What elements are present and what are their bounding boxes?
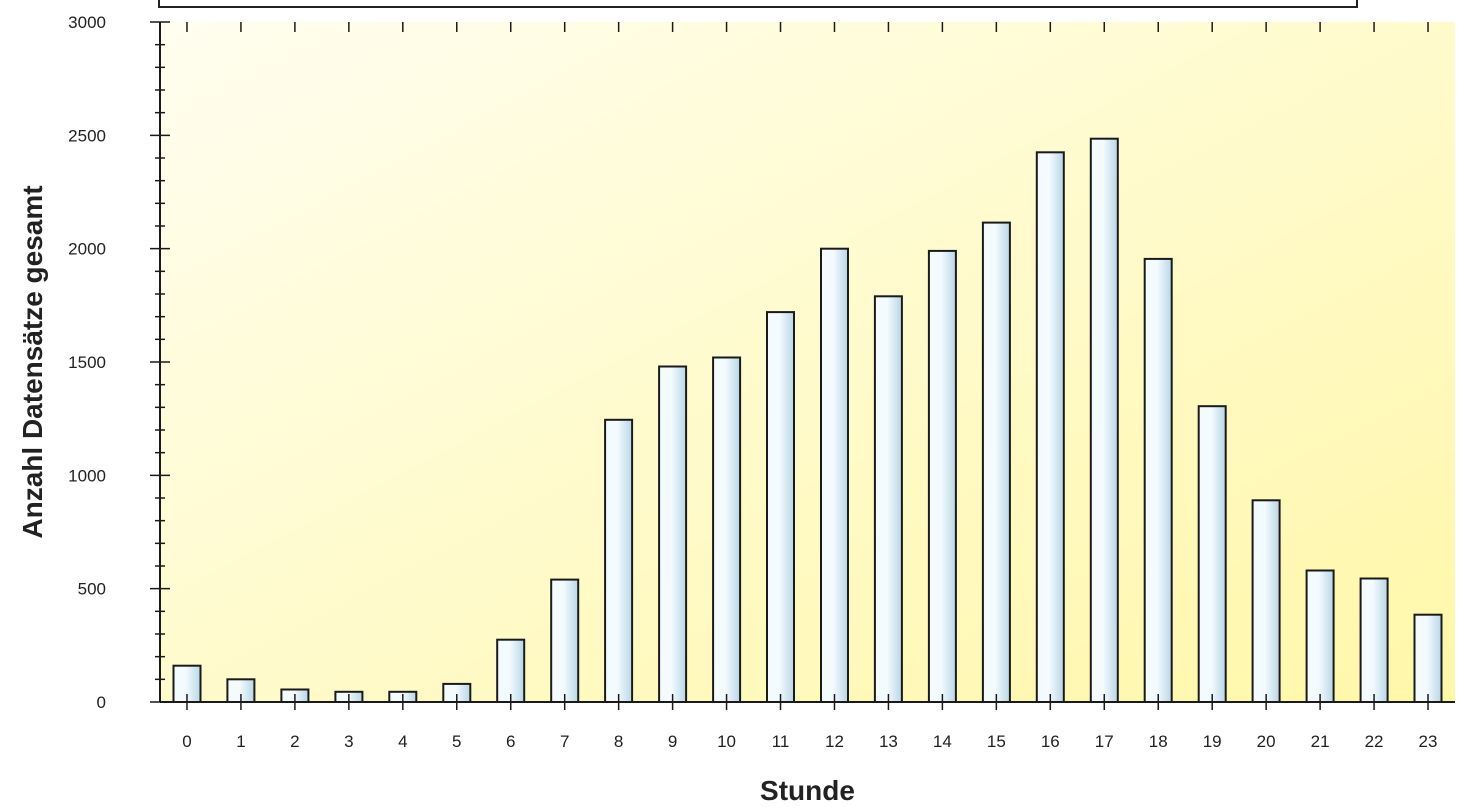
x-tick-label: 20	[1257, 732, 1276, 751]
bar-hour-11	[766, 311, 795, 703]
bar-hour-10	[712, 356, 742, 703]
x-tick-label: 1	[236, 732, 245, 751]
y-tick-label: 3000	[68, 13, 106, 32]
x-tick-label: 23	[1419, 732, 1438, 751]
y-axis-title: Anzahl Datensätze gesamt	[17, 185, 48, 538]
y-tick-label: 1500	[68, 353, 106, 372]
bar-hour-19	[1197, 405, 1227, 703]
x-tick-label: 3	[344, 732, 353, 751]
x-tick-label: 9	[668, 732, 677, 751]
bar-hour-18	[1143, 257, 1173, 703]
x-tick-label: 7	[560, 732, 569, 751]
x-tick-label: 11	[772, 732, 790, 751]
x-tick-label: 0	[182, 732, 191, 751]
x-tick-label: 22	[1365, 732, 1384, 751]
y-tick-label: 0	[97, 693, 106, 712]
bar-hour-9	[658, 365, 688, 703]
y-tick-label: 1000	[68, 466, 106, 485]
x-tick-label: 15	[987, 732, 1006, 751]
bar-hour-21	[1305, 569, 1335, 703]
bar-hour-7	[550, 578, 580, 703]
bar-hour-14	[927, 249, 957, 703]
x-tick-label: 16	[1041, 732, 1060, 751]
x-tick-label: 2	[290, 732, 299, 751]
x-tick-label: 6	[506, 732, 515, 751]
legend-box	[158, 0, 1358, 8]
bars-group	[172, 137, 1443, 704]
x-tick-label: 4	[398, 732, 407, 751]
x-axis-title: Stunde	[760, 775, 855, 806]
bar-hour-6	[496, 638, 526, 704]
bar-hour-8	[604, 418, 634, 703]
plot-area	[160, 22, 1455, 702]
bar-hour-16	[1035, 151, 1065, 704]
bar-hour-20	[1251, 499, 1281, 703]
x-tick-label: 8	[614, 732, 623, 751]
bar-hour-17	[1089, 137, 1119, 703]
x-tick-label: 13	[879, 732, 898, 751]
bar-hour-12	[820, 247, 849, 703]
x-tick-label: 5	[452, 732, 461, 751]
bar-hour-13	[873, 295, 903, 703]
y-tick-label: 2500	[68, 126, 106, 145]
bar-hour-23	[1413, 613, 1443, 704]
y-tick-label: 2000	[68, 240, 106, 259]
y-tick-label: 500	[78, 580, 106, 599]
x-tick-label: 12	[825, 732, 844, 751]
axes-group	[150, 21, 1455, 710]
x-tick-label: 14	[933, 732, 952, 751]
bar-hour-22	[1359, 577, 1389, 703]
bar-hour-15	[981, 221, 1011, 703]
x-tick-label: 10	[717, 732, 736, 751]
x-tick-label: 19	[1203, 732, 1222, 751]
x-tick-label: 17	[1095, 732, 1114, 751]
x-tick-label: 21	[1311, 732, 1330, 751]
x-tick-label: 18	[1149, 732, 1168, 751]
